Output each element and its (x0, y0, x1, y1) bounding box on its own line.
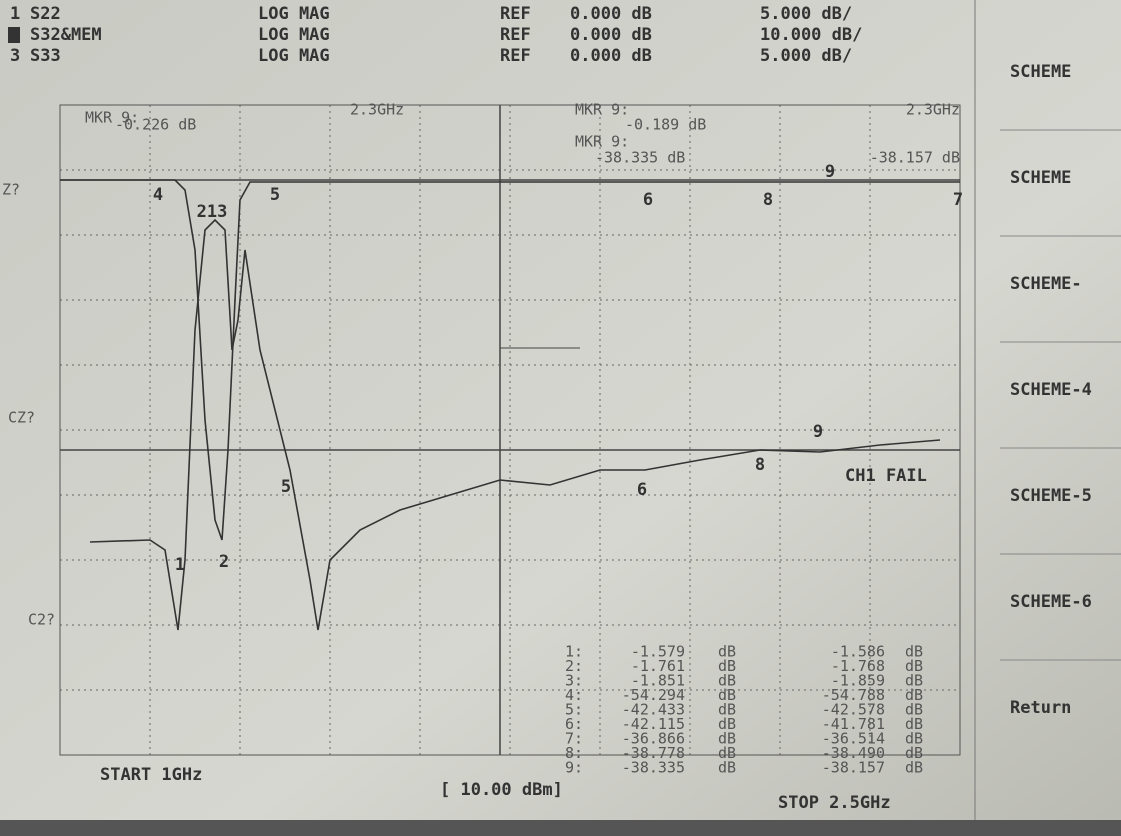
header-scale: 10.000 dB/ (760, 25, 862, 45)
marker-label: 2 (219, 552, 229, 572)
marker-label: 213 (197, 202, 228, 222)
marker-unit: dB (905, 759, 923, 777)
readout: MKR 9: (575, 101, 629, 119)
status: CH1 FAIL (845, 466, 927, 486)
marker-label: 1 (175, 555, 185, 575)
bezel (0, 820, 1121, 836)
header-ref: 0.000 dB (570, 46, 652, 66)
axis-label: CZ? (8, 409, 35, 427)
marker-label: 6 (643, 190, 653, 210)
softkey[interactable]: SCHEME (1010, 62, 1071, 82)
marker-label: 5 (281, 477, 291, 497)
softkey[interactable]: Return (1010, 698, 1071, 718)
header-format: LOG MAG (258, 25, 330, 45)
marker-id: 9: (565, 759, 583, 777)
softkey[interactable]: SCHEME-5 (1010, 486, 1092, 506)
softkey[interactable]: SCHEME-6 (1010, 592, 1092, 612)
readout: -0.226 dB (115, 116, 196, 134)
softkey[interactable]: SCHEME (1010, 168, 1071, 188)
readout: 2.3GHz (906, 101, 960, 119)
readout: -0.189 dB (625, 116, 706, 134)
header-format: LOG MAG (258, 46, 330, 66)
marker-label: 9 (813, 422, 823, 442)
softkey[interactable]: SCHEME-4 (1010, 380, 1092, 400)
marker-label: 8 (755, 455, 765, 475)
marker-value: -38.157 (822, 759, 885, 777)
analyzer-screen: 1 S22 LOG MAG REF 0.000 dB 5.000 dB/2 S32&MEM L… (0, 0, 1121, 836)
marker-label: 4 (153, 185, 163, 205)
marker-label: 6 (637, 480, 647, 500)
header-scale: 5.000 dB/ (760, 46, 852, 66)
stop-freq: STOP 2.5GHz (778, 793, 891, 813)
marker-label: 8 (763, 190, 773, 210)
header-ref: 0.000 dB (570, 4, 652, 24)
marker-label: 7 (953, 190, 963, 210)
header-scale: 5.000 dB/ (760, 4, 852, 24)
marker-label: 9 (825, 162, 835, 182)
start-freq: START 1GHz (100, 765, 202, 785)
header-format: LOG MAG (258, 4, 330, 24)
axis-label: C2? (28, 611, 55, 629)
readout: -38.157 dB (870, 149, 960, 167)
axis-label: Z? (2, 181, 20, 199)
header-id: 3 (10, 46, 20, 66)
header-param: S33 (30, 46, 61, 66)
header-param: S22 (30, 4, 61, 24)
header-ref: 0.000 dB (570, 25, 652, 45)
header-id: 2 (10, 25, 20, 45)
power: [ 10.00 dBm] (440, 780, 563, 800)
readout: 2.3GHz (350, 101, 404, 119)
header-param: S32&MEM (30, 25, 102, 45)
marker-unit: dB (718, 759, 736, 777)
softkey[interactable]: SCHEME- (1010, 274, 1082, 294)
header-ref_label: REF (500, 4, 531, 24)
marker-label: 5 (270, 185, 280, 205)
header-id: 1 (10, 4, 20, 24)
header-ref_label: REF (500, 46, 531, 66)
marker-value: -38.335 (622, 759, 685, 777)
readout: -38.335 dB (595, 149, 685, 167)
header-ref_label: REF (500, 25, 531, 45)
